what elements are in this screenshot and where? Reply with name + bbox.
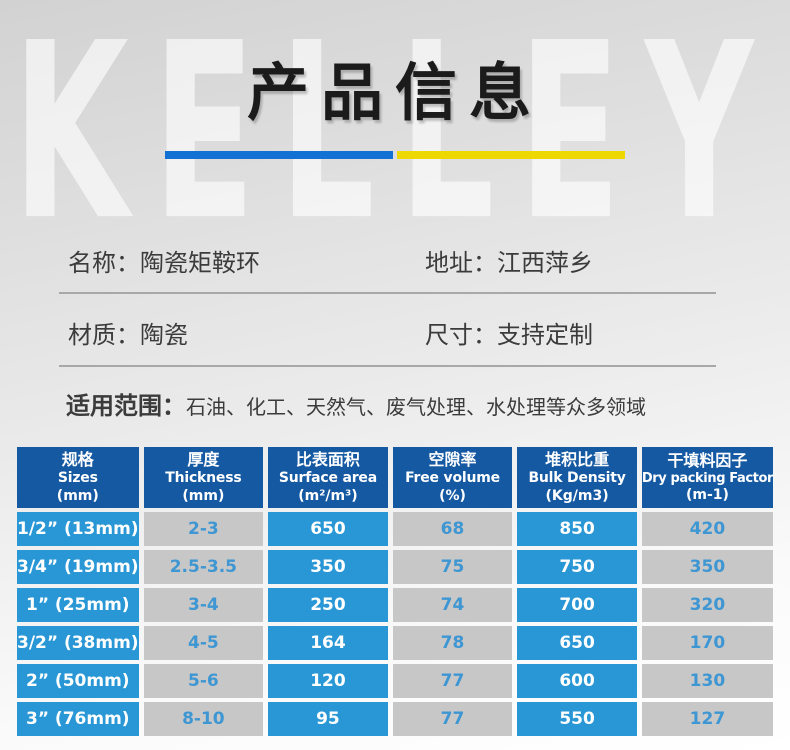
header-en: Free volume	[405, 470, 500, 486]
table-cell: 164	[268, 626, 388, 660]
header-unit: (Kg/m3)	[545, 487, 609, 504]
header-en: Surface area	[278, 470, 377, 486]
field-size: 尺寸：支持定制	[425, 321, 593, 349]
table-cell: 700	[517, 588, 637, 622]
field-name: 名称：陶瓷矩鞍环	[68, 249, 260, 277]
table-cell: 77	[392, 702, 513, 736]
header-cell-bulk-density: 堆积比重 Bulk Density (Kg/m3)	[517, 447, 637, 508]
header-cn: 干填料因子	[667, 450, 748, 470]
field-material: 材质：陶瓷	[68, 321, 188, 349]
header-cell-free-volume: 空隙率 Free volume (%)	[392, 447, 513, 508]
table-cell: 650	[517, 626, 637, 660]
header-en: Thickness	[165, 470, 242, 486]
page-title: 产品信息	[246, 56, 543, 129]
brand-watermark: KELLEY	[12, 0, 778, 275]
title-underline	[165, 151, 625, 159]
table-cell: 5-6	[143, 664, 264, 698]
table-cell: 75	[392, 550, 513, 584]
spec-table: 规格 Sizes (mm) 厚度 Thickness (mm) 比表面积 Sur…	[17, 447, 773, 736]
table-cell: 600	[517, 664, 637, 698]
table-cell: 2-3	[143, 512, 264, 546]
header-cn: 厚度	[187, 450, 220, 469]
table-cell: 78	[392, 626, 513, 660]
table-cell: 650	[268, 512, 388, 546]
table-cell: 77	[392, 664, 513, 698]
header-en: Bulk Density	[528, 470, 626, 486]
table-cell: 170	[641, 626, 773, 660]
table-cell: 130	[641, 664, 773, 698]
table-cell: 74	[392, 588, 513, 622]
table-cell: 3-4	[143, 588, 264, 622]
table-cell: 127	[641, 702, 773, 736]
header-cn: 堆积比重	[545, 450, 610, 469]
table-cell: 250	[268, 588, 388, 622]
application-scope: 适用范围：石油、化工、天然气、废气处理、水处理等众多领域	[66, 386, 646, 421]
table-cell: 750	[517, 550, 637, 584]
table-cell: 3/2” (38mm)	[17, 626, 139, 660]
header-cell-thickness: 厚度 Thickness (mm)	[143, 447, 264, 508]
table-cell: 8-10	[143, 702, 264, 736]
header-unit: (m-1)	[685, 486, 729, 503]
header-cn: 比表面积	[295, 450, 360, 469]
table-cell: 2.5-3.5	[143, 550, 264, 584]
underline-yellow-bar	[397, 151, 625, 159]
table-cell: 320	[641, 588, 773, 622]
table-cell: 1” (25mm)	[17, 588, 139, 622]
divider	[59, 292, 716, 294]
header-unit: (%)	[439, 487, 466, 504]
scope-label: 适用范围：	[66, 392, 186, 420]
scope-value: 石油、化工、天然气、废气处理、水处理等众多领域	[186, 395, 646, 419]
table-cell: 4-5	[143, 626, 264, 660]
header-cell-surface-area: 比表面积 Surface area (m²/m³)	[268, 447, 388, 508]
field-address: 地址：江西萍乡	[425, 249, 593, 277]
header-cell-sizes: 规格 Sizes (mm)	[17, 447, 139, 508]
divider	[59, 365, 716, 367]
table-cell: 68	[392, 512, 513, 546]
table-cell: 350	[268, 550, 388, 584]
table-cell: 3” (76mm)	[17, 702, 139, 736]
header-cn: 空隙率	[428, 450, 477, 469]
header-en: Sizes	[57, 470, 98, 486]
header-unit: (mm)	[56, 487, 99, 504]
table-cell: 350	[641, 550, 773, 584]
table-cell: 850	[517, 512, 637, 546]
header-unit: (m²/m³)	[298, 487, 358, 504]
table-cell: 2” (50mm)	[17, 664, 139, 698]
table-cell: 3/4” (19mm)	[17, 550, 139, 584]
table-cell: 120	[268, 664, 388, 698]
table-cell: 420	[641, 512, 773, 546]
table-cell: 1/2” (13mm)	[17, 512, 139, 546]
header-cn: 规格	[61, 450, 94, 469]
underline-blue-bar	[165, 151, 393, 159]
header-unit: (mm)	[182, 487, 225, 504]
table-cell: 95	[268, 702, 388, 736]
header-en: Dry packing Factor	[641, 470, 774, 486]
table-cell: 550	[517, 702, 637, 736]
header-cell-dry-packing-factor: 干填料因子 Dry packing Factor (m-1)	[641, 447, 774, 508]
